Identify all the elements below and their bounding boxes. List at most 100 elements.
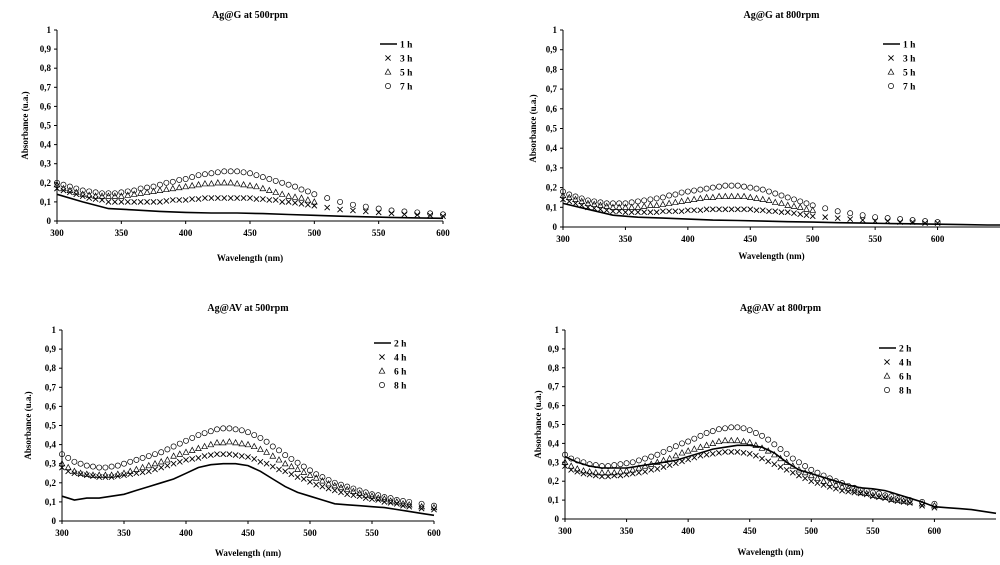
y-tick-label: 0,8	[45, 363, 57, 373]
data-point	[690, 195, 698, 202]
data-point	[99, 190, 105, 197]
data-point	[884, 218, 891, 225]
x-tick-label: 500	[805, 526, 819, 536]
data-point	[567, 462, 575, 469]
y-tick-label: 0,7	[40, 82, 52, 92]
data-point	[77, 469, 84, 476]
data-point	[375, 205, 382, 212]
data-point	[722, 448, 729, 455]
data-point	[642, 455, 648, 462]
data-point	[182, 448, 190, 455]
data-point	[227, 168, 234, 175]
data-point	[152, 451, 158, 458]
data-point	[275, 456, 283, 463]
series-6-h	[58, 437, 438, 511]
x-tick-label: 550	[372, 228, 386, 238]
data-point	[894, 496, 901, 503]
data-point	[189, 174, 196, 181]
data-point	[226, 425, 233, 432]
data-point	[604, 468, 612, 476]
data-point	[304, 196, 312, 203]
data-point	[288, 455, 295, 462]
data-point	[145, 453, 152, 460]
data-point	[53, 180, 61, 188]
data-point	[393, 497, 400, 503]
data-point	[679, 458, 685, 465]
y-tick-label: 0,5	[45, 421, 57, 431]
data-point	[635, 469, 642, 476]
data-point	[401, 208, 408, 215]
legend-label: 8 h	[394, 382, 407, 392]
data-point	[586, 461, 593, 468]
data-point	[257, 434, 264, 441]
data-point	[697, 432, 704, 439]
data-point	[647, 460, 655, 467]
y-tick-label: 0,5	[548, 420, 560, 430]
data-point	[356, 487, 363, 494]
data-point	[207, 440, 215, 448]
data-point	[133, 465, 140, 472]
data-point	[232, 426, 239, 433]
data-point	[156, 186, 164, 193]
x-tick-label: 350	[619, 234, 633, 244]
data-point	[772, 208, 779, 215]
data-point	[845, 482, 852, 489]
data-point	[851, 484, 858, 491]
data-point	[272, 188, 280, 195]
data-point	[716, 183, 723, 190]
data-point	[208, 170, 215, 177]
data-point	[709, 206, 716, 213]
data-point	[672, 451, 680, 459]
data-point	[164, 462, 171, 469]
data-point	[934, 219, 941, 226]
data-point	[872, 214, 879, 221]
legend: 2 h 4 h 6 h 8 h	[879, 345, 912, 397]
data-point	[102, 464, 109, 471]
data-point	[562, 451, 568, 458]
data-point	[162, 185, 170, 193]
data-point	[697, 443, 704, 450]
data-point	[183, 437, 189, 444]
y-tick-label: 0,6	[40, 101, 52, 111]
data-point	[214, 179, 222, 186]
data-point	[381, 494, 388, 501]
series-1-h	[562, 202, 1000, 226]
y-tick-label: 0	[553, 222, 558, 232]
data-point	[263, 448, 270, 455]
data-point	[124, 191, 132, 198]
data-point	[263, 460, 270, 467]
data-point	[350, 207, 356, 214]
data-point	[221, 195, 228, 201]
data-point	[764, 447, 772, 454]
data-point	[114, 462, 121, 469]
data-point	[772, 190, 779, 197]
data-point	[897, 216, 904, 223]
data-point	[157, 198, 163, 205]
data-point	[369, 496, 375, 502]
data-point	[337, 206, 343, 213]
data-point	[696, 194, 704, 201]
data-point	[691, 187, 698, 194]
data-point	[715, 437, 723, 445]
data-point	[269, 443, 276, 450]
data-point	[66, 186, 74, 193]
data-point	[894, 495, 901, 502]
data-point	[796, 203, 804, 210]
x-tick-label: 400	[681, 526, 695, 536]
data-point	[208, 195, 215, 201]
data-point	[59, 451, 65, 458]
legend-marker-swatch	[888, 83, 894, 89]
data-point	[325, 476, 332, 483]
legend-label: 1 h	[400, 41, 413, 51]
data-point	[598, 468, 606, 476]
data-point	[349, 201, 356, 208]
data-point	[170, 452, 177, 459]
data-point	[244, 440, 252, 448]
data-point	[65, 455, 72, 461]
data-point	[207, 428, 214, 435]
data-point	[679, 440, 685, 447]
data-point	[127, 458, 134, 465]
x-tick-label: 600	[436, 228, 450, 238]
data-point	[622, 209, 629, 216]
legend-marker-swatch	[888, 55, 894, 61]
